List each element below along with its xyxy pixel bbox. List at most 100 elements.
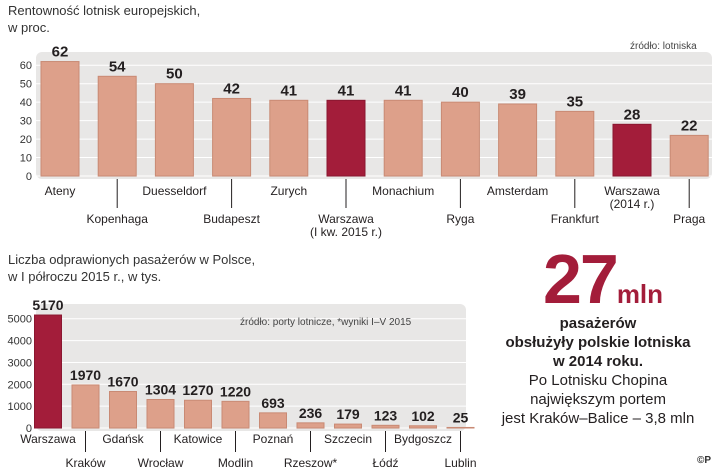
chart1-panel bbox=[36, 52, 712, 179]
info-big-number: 27 bbox=[542, 240, 619, 318]
chart1-ytick-label: 10 bbox=[20, 153, 32, 165]
chart1-source: źródło: lotniska bbox=[630, 41, 697, 52]
chart2-ytick-label: 5000 bbox=[8, 314, 32, 326]
chart1-category-label: Kopenhaga bbox=[86, 212, 148, 226]
chart2-ytick-label: 0 bbox=[26, 423, 32, 435]
chart2-category-label: Gdańsk bbox=[102, 432, 144, 446]
chart2-value-label: 693 bbox=[261, 395, 285, 411]
info-box: 27mln pasażerów obsłużyły polskie lotnis… bbox=[476, 244, 720, 428]
chart2-bar bbox=[334, 423, 362, 429]
chart1-ytick-label: 40 bbox=[20, 97, 32, 109]
chart1-ytick-label: 30 bbox=[20, 116, 32, 128]
chart2-value-label: 1220 bbox=[220, 383, 251, 399]
chart2-value-label: 25 bbox=[453, 409, 469, 425]
chart2-ytick-label: 1000 bbox=[8, 401, 32, 413]
chart1-bar bbox=[498, 103, 538, 177]
chart2-bar bbox=[409, 425, 437, 429]
chart1-ytick-label: 20 bbox=[20, 134, 32, 146]
chart1-bar bbox=[326, 99, 366, 177]
chart1-value-label: 41 bbox=[395, 82, 412, 99]
info-line5: największym portem bbox=[530, 391, 666, 408]
chart1-value-label: 39 bbox=[509, 86, 526, 103]
chart1-bar bbox=[669, 134, 709, 177]
chart2-category-label: Bydgoszcz bbox=[394, 432, 452, 446]
chart2-bar bbox=[109, 391, 137, 429]
chart1-bar bbox=[154, 83, 194, 177]
chart2-ytick-label: 3000 bbox=[8, 357, 32, 369]
chart2-category-label: Poznań bbox=[253, 432, 294, 446]
chart1-title: Rentowność lotnisk europejskich, w proc. bbox=[8, 3, 201, 35]
chart1-category-label: Ryga bbox=[446, 212, 474, 226]
chart1-category-label: Monachium bbox=[372, 184, 434, 198]
chart1-value-label: 22 bbox=[681, 117, 698, 134]
chart1-ytick-label: 60 bbox=[20, 60, 32, 72]
chart2-value-label: 102 bbox=[411, 408, 435, 424]
chart1-value-label: 41 bbox=[338, 82, 355, 99]
info-line3: w 2014 roku. bbox=[552, 353, 644, 370]
chart2-value-label: 1304 bbox=[145, 382, 176, 398]
chart2-category-label: Wrocław bbox=[138, 456, 184, 470]
chart1-value-label: 41 bbox=[280, 82, 297, 99]
chart2-bar bbox=[446, 426, 475, 429]
chart1-bar bbox=[555, 110, 595, 177]
chart1-category-label: Zurych bbox=[270, 184, 307, 198]
chart2-value-label: 1670 bbox=[107, 374, 138, 390]
chart2-category-label: Łódź bbox=[372, 456, 398, 470]
chart1-category-label: Amsterdam bbox=[487, 184, 548, 198]
chart2-bar bbox=[184, 399, 212, 429]
chart2-ytick-label: 2000 bbox=[8, 379, 32, 391]
chart1-bar bbox=[40, 61, 80, 177]
chart2-category-label: Kraków bbox=[65, 456, 105, 470]
chart2-value-label: 5170 bbox=[32, 297, 63, 313]
chart1-category-label: Ateny bbox=[45, 184, 76, 198]
info-line2: obsłużyły polskie lotniska bbox=[505, 334, 691, 351]
chart1-category-label: Praga bbox=[673, 212, 705, 226]
chart1-value-label: 35 bbox=[566, 93, 583, 110]
chart2-value-label: 236 bbox=[299, 405, 323, 421]
chart2-value-label: 1970 bbox=[70, 367, 101, 383]
chart1-bar bbox=[383, 99, 423, 177]
chart2-value-label: 1270 bbox=[182, 382, 213, 398]
chart1-bar bbox=[269, 99, 309, 177]
chart1-category-label: Budapeszt bbox=[203, 212, 260, 226]
info-line1: pasażerów bbox=[559, 315, 637, 332]
chart1-ytick-label: 50 bbox=[20, 79, 32, 91]
chart1-bar bbox=[612, 123, 652, 177]
chart2-bar bbox=[296, 422, 325, 429]
chart2-bar bbox=[146, 399, 175, 429]
chart1-category-label: Duesseldorf bbox=[142, 184, 207, 198]
chart2-bar bbox=[259, 412, 287, 429]
chart2-category-label: Szczecin bbox=[324, 432, 372, 446]
chart1-ytick-label: 0 bbox=[26, 171, 32, 183]
chart1-value-label: 42 bbox=[223, 80, 240, 97]
chart1-category-label: Warszawa (2014 r.) bbox=[604, 184, 660, 211]
copyright: ©P bbox=[697, 455, 712, 466]
chart2-bar bbox=[71, 384, 100, 429]
chart1-bar bbox=[212, 97, 252, 177]
info-line6: jest Kraków–Balice – 3,8 mln bbox=[501, 410, 695, 427]
chart2-bar bbox=[221, 400, 250, 429]
chart1-bar bbox=[440, 101, 480, 177]
info-line4: Po Lotnisku Chopina bbox=[528, 372, 668, 389]
info-big-unit: mln bbox=[616, 279, 664, 309]
chart1-category-label: Warszawa (I kw. 2015 r.) bbox=[310, 212, 382, 239]
chart1-value-label: 40 bbox=[452, 84, 469, 101]
chart2-ytick-label: 4000 bbox=[8, 336, 32, 348]
chart2-source: źródło: porty lotnicze, *wyniki I–V 2015 bbox=[240, 317, 412, 328]
chart2-category-label: Katowice bbox=[174, 432, 223, 446]
chart2-category-label: Warszawa bbox=[20, 432, 76, 446]
chart2-value-label: 123 bbox=[374, 407, 398, 423]
chart2-bar bbox=[34, 314, 62, 429]
chart2-title: Liczba odprawionych pasażerów w Polsce, … bbox=[8, 252, 256, 284]
chart2-bar bbox=[371, 424, 400, 429]
chart1-value-label: 50 bbox=[166, 66, 183, 83]
chart1: 0 10 20 30 40 50 60 62 Ateny 54 Kopenhaga 50 Duessel… bbox=[20, 44, 712, 239]
chart1-value-label: 28 bbox=[624, 106, 641, 123]
chart2-value-label: 179 bbox=[336, 406, 360, 422]
chart2-category-label: Lublin bbox=[444, 456, 476, 470]
chart2-category-label: Modlin bbox=[218, 456, 253, 470]
chart1-value-label: 54 bbox=[109, 58, 126, 75]
chart1-category-label: Frankfurt bbox=[551, 212, 600, 226]
